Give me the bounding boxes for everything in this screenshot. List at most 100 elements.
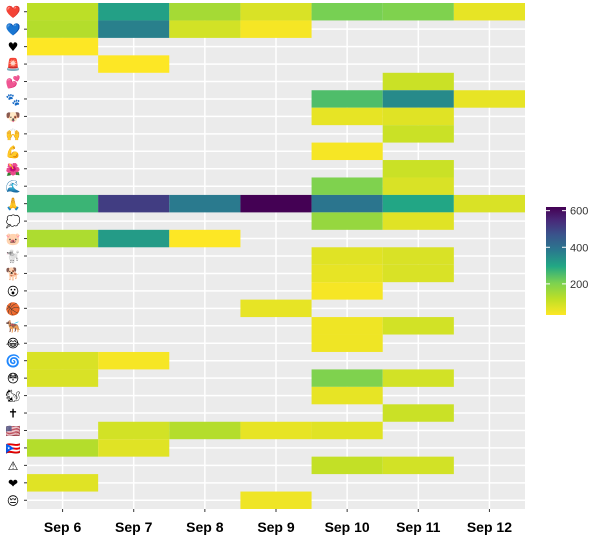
heatmap-cell	[311, 282, 383, 300]
y-tick-label: 😮	[7, 284, 20, 298]
heatmap-cell	[240, 20, 312, 38]
y-tick-label: 🇺🇸	[6, 424, 21, 438]
heatmap-cell	[382, 194, 454, 213]
heatmap-cell	[27, 229, 99, 248]
y-tick-label: 🙏	[6, 197, 21, 211]
heatmap-cell	[382, 317, 454, 335]
heatmap-cell	[382, 72, 454, 91]
heatmap-cell	[240, 194, 312, 213]
y-tick-label: 🌊	[6, 180, 21, 194]
heatmap-cell	[453, 3, 525, 21]
legend-colorbar	[546, 207, 566, 315]
heatmap-cell	[311, 194, 383, 213]
heatmap-cell	[98, 229, 170, 248]
y-tick-label: 🐶	[6, 110, 21, 124]
heatmap-cell	[27, 20, 99, 38]
legend-tick-label: 200	[570, 279, 588, 291]
y-tick-label: 🐕‍🦺	[6, 319, 21, 333]
y-tick-label: ❤️	[6, 5, 21, 19]
heatmap-cell	[98, 439, 170, 457]
heatmap-cell	[27, 474, 99, 492]
x-axis: Sep 6 Sep 7 Sep 8 Sep 9 Sep 10 Sep 11 Sep 12	[44, 509, 512, 535]
y-tick-label: 😳	[7, 372, 20, 386]
heatmap-cell	[382, 3, 454, 21]
y-tick-label: 🏀	[6, 301, 21, 317]
y-tick-label: ♥	[8, 40, 19, 54]
heatmap-cell	[311, 90, 383, 108]
heatmap-cell	[382, 90, 454, 108]
y-tick-label: 💪	[6, 145, 21, 159]
heatmap-cell	[453, 90, 525, 108]
y-tick-label: 🐷	[6, 232, 21, 246]
y-tick-label: 🐕	[6, 267, 21, 281]
heatmap-cell	[311, 317, 383, 335]
heatmap-cell	[382, 212, 454, 230]
heatmap-cells	[27, 3, 525, 509]
y-tick-label: 🚨	[6, 58, 21, 72]
x-tick-label: Sep 12	[467, 519, 512, 535]
heatmap-cell	[311, 177, 383, 195]
heatmap-cell	[98, 3, 170, 21]
heatmap-cell	[311, 264, 383, 283]
heatmap-cell	[311, 247, 383, 265]
color-legend: 200 400 600	[546, 206, 588, 315]
x-tick-label: Sep 8	[186, 519, 224, 535]
x-tick-label: Sep 6	[44, 519, 82, 535]
heatmap-cell	[453, 194, 525, 213]
heatmap-cell	[27, 3, 99, 21]
heatmap-cell	[240, 3, 312, 21]
y-tick-label: 😂	[6, 337, 20, 351]
heatmap-cell	[169, 421, 241, 440]
y-tick-label: 😔	[7, 494, 20, 508]
heatmap-cell	[382, 369, 454, 387]
heatmap-cell	[311, 212, 383, 230]
heatmap-cell	[311, 369, 383, 387]
heatmap-cell	[98, 55, 170, 73]
heatmap-cell	[98, 194, 170, 213]
heatmap-cell	[27, 194, 99, 213]
heatmap-cell	[240, 491, 312, 509]
heatmap-cell	[311, 386, 383, 405]
legend-tick-label: 600	[570, 206, 588, 218]
y-tick-label: ❤	[8, 476, 18, 490]
x-tick-label: Sep 10	[325, 519, 370, 535]
y-tick-label: 🐾	[6, 92, 21, 106]
heatmap-cell	[98, 421, 170, 440]
heatmap-cell	[382, 264, 454, 283]
heatmap-cell	[98, 351, 170, 370]
heatmap-cell	[382, 247, 454, 265]
y-tick-label: 🌀	[6, 353, 21, 368]
heatmap-cell	[169, 20, 241, 38]
x-tick-label: Sep 11	[396, 519, 441, 535]
x-tick-label: Sep 9	[257, 519, 295, 535]
heatmap-cell	[382, 404, 454, 422]
y-axis: ❤️ 💙 ♥ 🚨 💕 🐾 🐶 🙌 💪 🌺 🌊 🙏 💭 🐷 🐩 🐕 😮 🏀 🐕‍🦺 😂 🌀 😳 🐿 ✝ 🇺🇸 🇵🇷 ⚠ ❤ 😔	[5, 5, 27, 508]
y-tick-label: 🌺	[6, 162, 21, 176]
heatmap-cell	[27, 439, 99, 457]
y-tick-label: 💙	[6, 23, 21, 37]
heatmap-cell	[169, 3, 241, 21]
heatmap-cell	[382, 107, 454, 126]
heatmap-cell	[311, 334, 383, 352]
heatmap-cell	[311, 142, 383, 161]
heatmap-cell	[27, 37, 99, 56]
heatmap-cell	[382, 125, 454, 143]
heatmap-cell	[27, 369, 99, 387]
heatmap-cell	[311, 456, 383, 475]
y-tick-label: 💕	[6, 75, 21, 89]
y-tick-label: ⚠	[8, 459, 19, 473]
heatmap-cell	[240, 299, 312, 318]
heatmap-cell	[98, 20, 170, 38]
y-tick-label: 🇵🇷	[6, 441, 21, 455]
y-tick-label: ✝	[8, 407, 18, 421]
heatmap-cell	[382, 177, 454, 195]
heatmap-cell	[311, 107, 383, 126]
heatmap-cell	[382, 160, 454, 178]
heatmap-cell	[27, 351, 99, 370]
heatmap-cell	[311, 3, 383, 21]
heatmap-cell	[240, 421, 312, 440]
heatmap-cell	[169, 229, 241, 248]
y-tick-label: 💭	[6, 214, 21, 229]
heatmap-cell	[169, 194, 241, 213]
